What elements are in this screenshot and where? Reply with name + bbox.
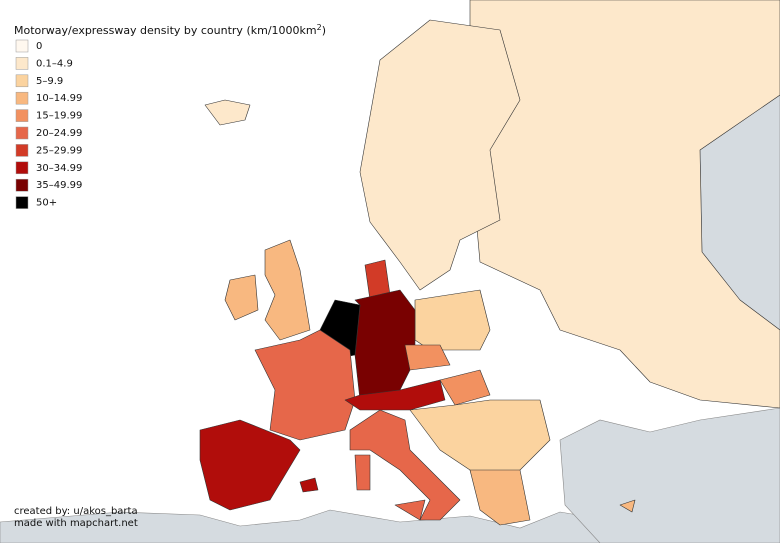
country (354, 454, 371, 491)
title-sup: 2 (317, 23, 322, 32)
legend-label: 50+ (36, 198, 57, 209)
country (439, 369, 491, 406)
map-title: Motorway/expressway density by country (… (14, 23, 326, 38)
country (359, 19, 521, 291)
country (394, 499, 426, 521)
country (469, 469, 531, 526)
country (264, 239, 311, 341)
countries (199, 0, 780, 526)
country (404, 344, 451, 371)
country (469, 0, 780, 409)
country (299, 477, 319, 493)
non-data-land (0, 94, 780, 543)
legend-swatch (15, 74, 29, 88)
legend-swatch (15, 196, 29, 209)
credit: made with mapchart.net (14, 518, 138, 529)
legend-label: 25–29.99 (36, 145, 82, 156)
legend-swatch (15, 39, 29, 53)
country (619, 499, 636, 513)
legend-label: 15–19.99 (36, 111, 82, 122)
legend-swatch (15, 57, 29, 70)
legend-label: 20–24.99 (36, 128, 82, 139)
country (254, 329, 356, 441)
country (344, 379, 446, 411)
legend-swatch (15, 109, 29, 122)
legend-label: 5–9.9 (36, 76, 63, 87)
legend-label: 0.1–4.9 (36, 58, 73, 69)
legend-label: 30–34.99 (36, 163, 82, 174)
title-end: ) (322, 24, 326, 37)
legend-swatch (15, 161, 29, 175)
country (199, 419, 301, 511)
legend-label: 35–49.99 (36, 180, 82, 191)
legend-label: 10–14.99 (36, 93, 82, 104)
country (349, 409, 461, 521)
credit: created by: u/akos_barta (14, 506, 138, 517)
title-text: Motorway/expressway density by country (… (14, 24, 317, 37)
legend-label: 0 (36, 41, 42, 52)
country (204, 99, 251, 126)
legend-swatch (15, 91, 29, 105)
country (224, 274, 259, 321)
legend-swatch (15, 126, 29, 140)
legend-swatch (15, 178, 29, 192)
legend-swatch (15, 144, 29, 157)
